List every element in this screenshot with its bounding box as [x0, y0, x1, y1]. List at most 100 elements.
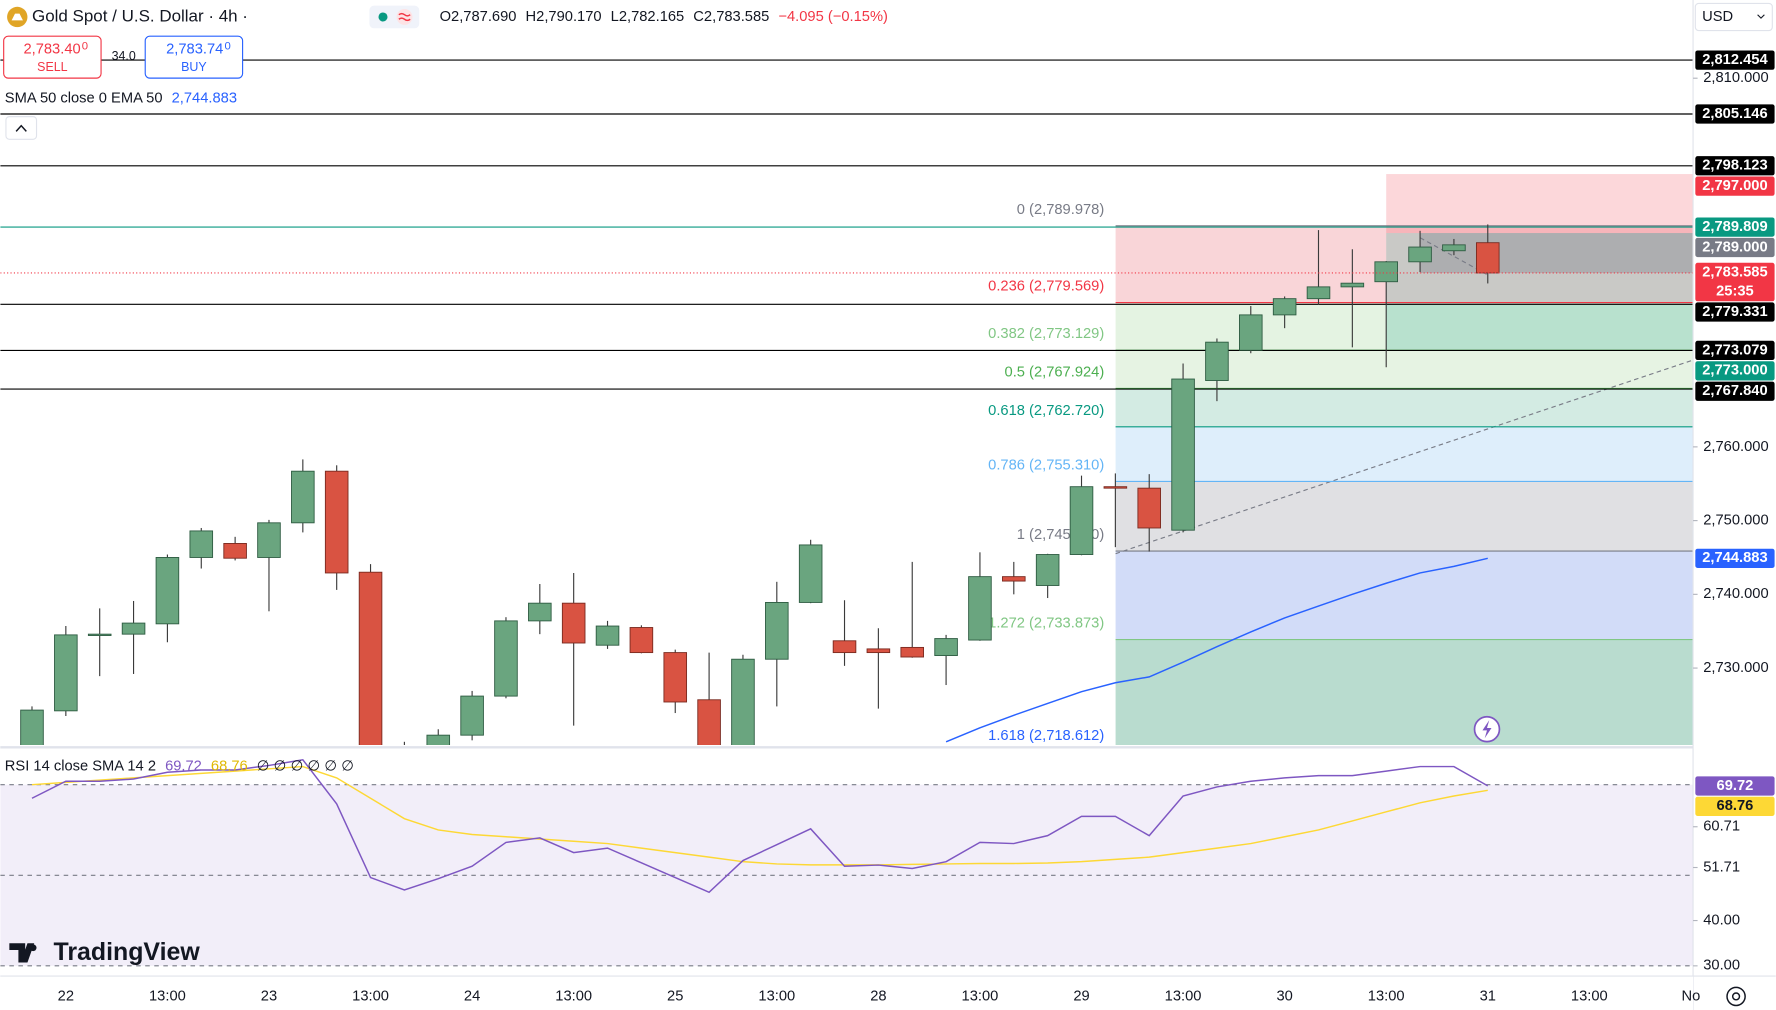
- fib-label: 0.786 (2,755.310): [988, 457, 1104, 473]
- axes: 2,810.000 2,760.000 2,750.000 2,740.000 2,73…: [58, 50, 1775, 1004]
- overlays: [0, 272, 1694, 743]
- collapse-button[interactable]: [5, 116, 38, 140]
- fib-label: 0.5 (2,767.924): [1005, 364, 1105, 380]
- ohlc-key: H: [526, 9, 537, 25]
- candle-body: [1340, 282, 1365, 288]
- candle-body: [1171, 378, 1195, 531]
- ohlc-value: 2,787.690: [451, 9, 516, 25]
- rsi-sma-badge-label: 68.76: [1717, 798, 1754, 814]
- price-line-badge-label: 2,789.809: [1702, 219, 1767, 235]
- position-badge-label: 2,789.000: [1702, 239, 1767, 255]
- logo-icon: [9, 943, 35, 963]
- position-open: [1420, 233, 1694, 273]
- price-line-badge-label: 2,767.840: [1702, 383, 1767, 399]
- x-tick-label: 13:00: [352, 988, 389, 1004]
- y-tick-label: 2,760.000: [1703, 439, 1768, 455]
- candle-body: [189, 530, 214, 558]
- price-line-badge: [1695, 381, 1775, 401]
- candle-body: [1374, 261, 1398, 283]
- x-tick-label: 13:00: [962, 988, 999, 1004]
- buy-price-sup: 0: [224, 40, 230, 52]
- ohlc: O 2,787.690 H 2,790.170 L 2,782.165 C 2,783.585…: [440, 9, 888, 25]
- fib-band: [1115, 388, 1694, 427]
- fib-band: [1115, 350, 1694, 389]
- candle-body: [832, 640, 857, 654]
- x-tick-label: 22: [58, 988, 74, 1004]
- current-price-badge-label: 25:35: [1716, 284, 1754, 300]
- rsi-tick-label: 30.00: [1703, 958, 1740, 974]
- symbol-title: Gold Spot / U.S. Dollar · 4h ·: [32, 6, 248, 25]
- ema-line: [945, 557, 1488, 743]
- price-line-badge: [1695, 156, 1775, 176]
- ema-badge-label: 2,744.883: [1702, 550, 1767, 566]
- sell-price: 2,783.40: [23, 42, 80, 58]
- time-axis: [0, 976, 1694, 1010]
- logo-text: TradingView: [54, 938, 201, 966]
- y-tick-label: 2,750.000: [1703, 512, 1768, 528]
- x-tick-label: 31: [1480, 988, 1496, 1004]
- candle-body: [257, 522, 281, 558]
- indicator-legend: SMA 50 close 0 EMA 50: [5, 90, 163, 106]
- rsi-badge-label: 69.72: [1717, 778, 1754, 794]
- candle-body: [561, 602, 586, 644]
- x-tick-label: 13:00: [555, 988, 592, 1004]
- header: Gold Spot / U.S. Dollar · 4h · O 2,787.69…: [3, 2, 1773, 1007]
- fib-label: 0.382 (2,773.129): [988, 326, 1104, 342]
- candle-body: [1475, 242, 1500, 274]
- price-line-badge: [1695, 217, 1775, 237]
- candle-body: [663, 652, 688, 703]
- trend-line: [1115, 359, 1694, 555]
- settings-icon[interactable]: [1726, 986, 1746, 1007]
- sell-label: SELL: [37, 60, 68, 74]
- price-line-badge: [1695, 340, 1775, 361]
- candle-body: [20, 709, 44, 746]
- rsi-value: 69.72: [165, 758, 202, 774]
- sell-button[interactable]: [3, 35, 102, 79]
- collapse-chevron: [15, 124, 27, 132]
- currency-chevron: [1757, 14, 1765, 19]
- position-badge: [1695, 237, 1775, 258]
- indicator-value: 2,744.883: [172, 90, 237, 106]
- change: −4.095 (−0.15%): [778, 9, 888, 25]
- currency-button[interactable]: [1694, 2, 1773, 32]
- candle-body: [1272, 298, 1297, 316]
- candle-body: [223, 543, 247, 559]
- lines: 0 (2,789.978) 0.236 (2,779.569) 0.382 (2,7…: [0, 59, 1694, 744]
- rsi-sma-badge: [1695, 796, 1775, 816]
- position-reward: [1386, 233, 1694, 352]
- fib-band: [1115, 639, 1694, 746]
- candle-body: [155, 557, 180, 625]
- price-line-badge-label: 2,779.331: [1702, 304, 1767, 320]
- candle-body: [697, 699, 721, 746]
- position-badge-label: 2,797.000: [1702, 178, 1767, 194]
- candle-body: [528, 602, 552, 622]
- buy-button[interactable]: [144, 35, 244, 79]
- ohlc-key: O: [440, 9, 451, 25]
- main-pane: 0 (2,789.978) 0.236 (2,779.569) 0.382 (2,7…: [0, 59, 1694, 746]
- candles: [20, 224, 1500, 746]
- rsi-badge: [1695, 776, 1775, 796]
- fib-label: 1.272 (2,733.873): [988, 616, 1104, 632]
- price-line-badge: [1695, 302, 1775, 322]
- candle-body: [1137, 487, 1161, 529]
- y-tick-label: 2,810.000: [1703, 70, 1768, 86]
- candle-body: [1002, 576, 1026, 582]
- x-tick-label: 13:00: [758, 988, 795, 1004]
- buy-label: BUY: [181, 60, 207, 74]
- rsi-tick-label: 51.71: [1703, 859, 1740, 875]
- rsi-line: [31, 758, 1489, 894]
- fib-band: [1115, 481, 1694, 552]
- candle-body: [426, 734, 451, 746]
- ohlc-key: C: [693, 9, 704, 25]
- candle-body: [324, 470, 349, 574]
- candle-body: [1442, 244, 1466, 252]
- price-line-badge: [1695, 50, 1775, 70]
- candle-body: [595, 625, 620, 646]
- candle-body: [1306, 286, 1331, 300]
- position-risk: [1386, 174, 1694, 234]
- candle-body: [1103, 486, 1128, 489]
- candle-body: [87, 633, 112, 636]
- candle-body: [54, 634, 78, 712]
- fib-label: 0.618 (2,762.720): [988, 403, 1104, 419]
- price-line-badge: [1695, 104, 1775, 124]
